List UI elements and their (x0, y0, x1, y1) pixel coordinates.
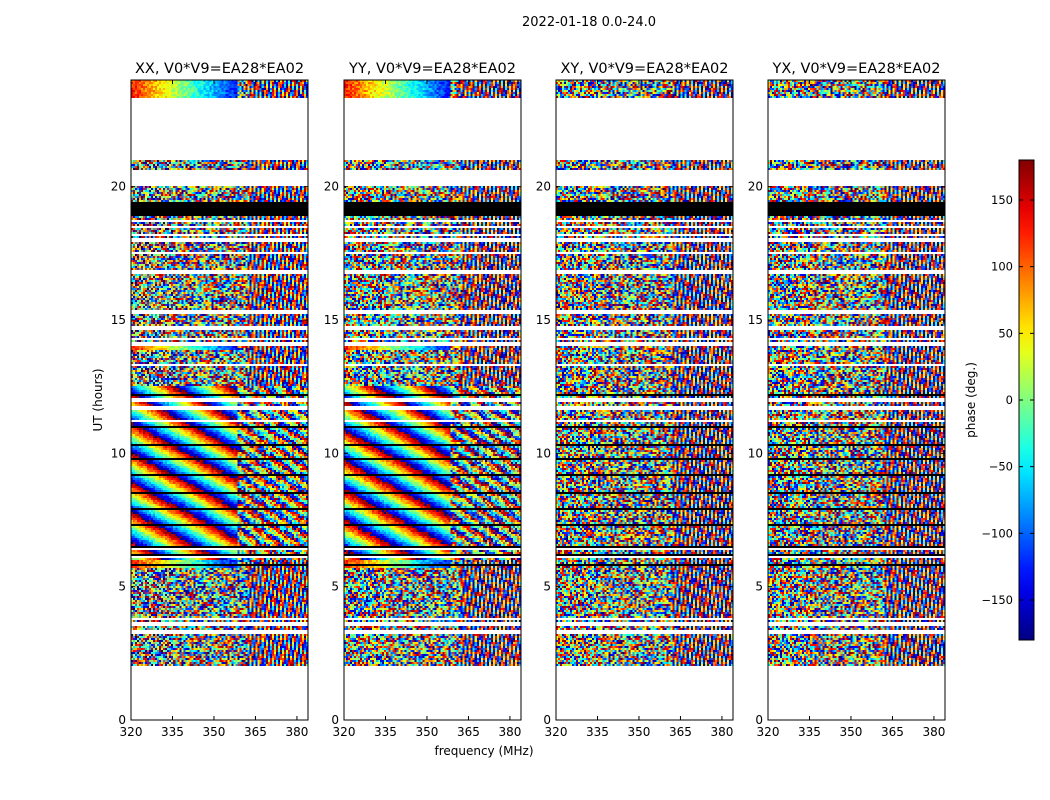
colorbar-tick-label: 100 (991, 260, 1013, 274)
x-tick-label: 335 (374, 725, 397, 739)
panel-yx: YX, V0*V9=EA28*EA02 320 335 350 365 380 0 5 10 15… (748, 61, 946, 739)
x-tick-label: 335 (798, 725, 821, 739)
colorbar-tick-label: 0 (1006, 393, 1013, 407)
x-tick-label: 365 (881, 725, 904, 739)
phase-raster (344, 80, 521, 720)
panel-title: YY, V0*V9=EA28*EA02 (348, 61, 516, 77)
y-tick-label: 5 (118, 580, 126, 594)
panels: XX, V0*V9=EA28*EA02 320 335 350 365 380 0 5 10 15… (111, 61, 946, 739)
colorbar-tick-label: 150 (991, 193, 1013, 207)
colorbar: 150 100 50 0 −50 −100 −150 (981, 159, 1035, 641)
y-tick-label: 20 (748, 180, 763, 194)
colorbar-tick-label: −100 (981, 526, 1013, 540)
panel-title: XX, V0*V9=EA28*EA02 (135, 61, 304, 77)
y-tick-label: 0 (543, 713, 551, 727)
y-tick-label: 5 (755, 580, 763, 594)
y-axis-label: UT (hours) (91, 368, 105, 431)
y-tick-label: 10 (324, 446, 339, 460)
phase-raster (131, 80, 308, 720)
y-tick-label: 10 (111, 446, 126, 460)
y-tick-label: 10 (536, 446, 551, 460)
phase-raster (768, 80, 945, 720)
x-tick-label: 380 (922, 725, 945, 739)
y-tick-label: 0 (118, 713, 126, 727)
y-tick-label: 0 (331, 713, 339, 727)
panel-frame (555, 79, 734, 721)
x-tick-label: 335 (586, 725, 609, 739)
x-tick-label: 380 (710, 725, 733, 739)
x-tick-label: 320 (757, 725, 780, 739)
y-tick-label: 15 (324, 313, 339, 327)
x-axis-label: frequency (MHz) (434, 744, 533, 758)
y-tick-label: 10 (748, 446, 763, 460)
x-tick-label: 350 (840, 725, 863, 739)
x-tick-label: 350 (416, 725, 439, 739)
y-tick-label: 5 (543, 580, 551, 594)
panel-frame (130, 79, 309, 721)
x-tick-label: 365 (457, 725, 480, 739)
panel-frame (767, 79, 946, 721)
y-tick-label: 15 (111, 313, 126, 327)
y-tick-label: 15 (536, 313, 551, 327)
x-tick-label: 380 (285, 725, 308, 739)
y-tick-label: 20 (111, 180, 126, 194)
x-tick-label: 365 (669, 725, 692, 739)
x-tick-label: 350 (628, 725, 651, 739)
colorbar-tick-label: 50 (998, 326, 1013, 340)
x-tick-label: 320 (120, 725, 143, 739)
y-tick-label: 5 (331, 580, 339, 594)
x-tick-label: 335 (161, 725, 184, 739)
phase-raster (556, 80, 733, 720)
x-tick-label: 320 (333, 725, 356, 739)
x-tick-label: 365 (244, 725, 267, 739)
panel-xy: XY, V0*V9=EA28*EA02 320 335 350 365 380 0 5 10 15… (536, 61, 734, 739)
panel-title: YX, V0*V9=EA28*EA02 (771, 61, 940, 77)
x-tick-label: 380 (498, 725, 521, 739)
y-tick-label: 20 (536, 180, 551, 194)
figure-title: 2022-01-18 0.0-24.0 (522, 15, 656, 30)
panel-title: XY, V0*V9=EA28*EA02 (560, 61, 728, 77)
colorbar-label: phase (deg.) (964, 362, 978, 438)
x-tick-label: 350 (203, 725, 226, 739)
panel-frame (343, 79, 522, 721)
colorbar-tick-label: −150 (981, 593, 1013, 607)
y-tick-label: 15 (748, 313, 763, 327)
panel-xx: XX, V0*V9=EA28*EA02 320 335 350 365 380 0 5 10 15… (111, 61, 309, 739)
y-tick-label: 0 (755, 713, 763, 727)
x-tick-label: 320 (545, 725, 568, 739)
colorbar-tick-label: −50 (989, 460, 1013, 474)
panel-yy: YY, V0*V9=EA28*EA02 320 335 350 365 380 0 5 10 15… (324, 61, 522, 739)
y-tick-label: 20 (324, 180, 339, 194)
